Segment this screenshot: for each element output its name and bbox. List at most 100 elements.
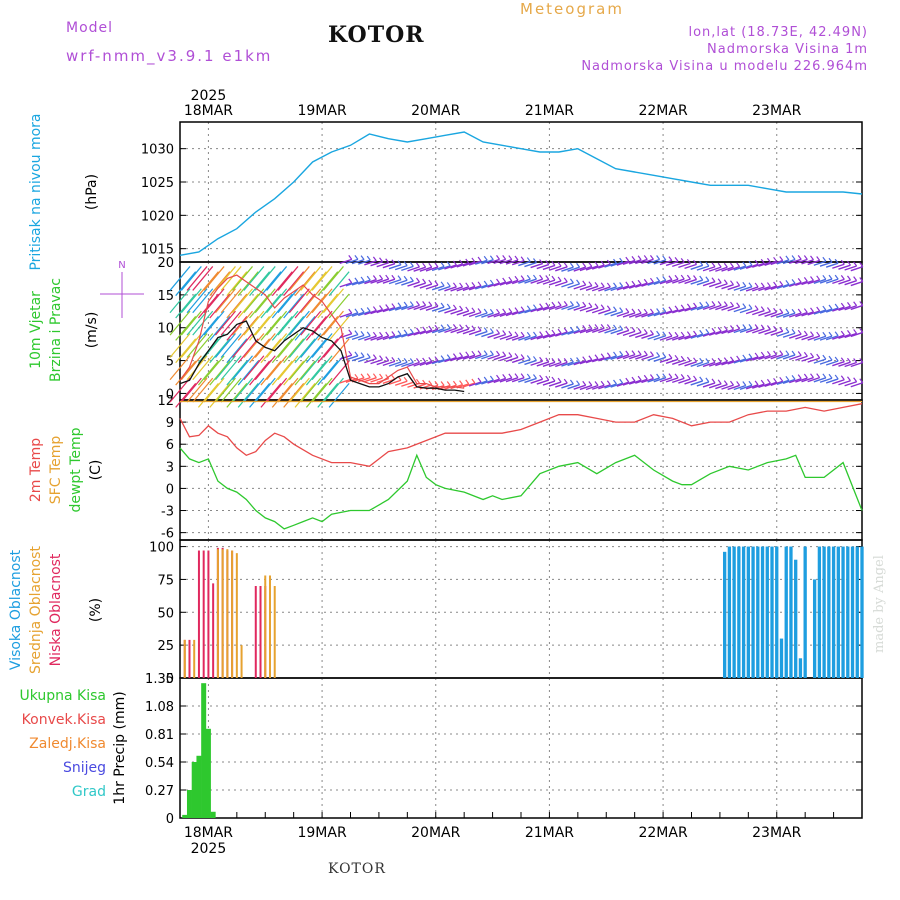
wind-arrow xyxy=(487,312,500,318)
wind-arrow xyxy=(419,283,433,289)
wind-arrow xyxy=(678,360,691,366)
wind-arrow xyxy=(539,374,544,380)
wind-arrow xyxy=(360,331,365,336)
model-name: wrf-nmm_v3.9.1 e1km xyxy=(66,47,273,65)
wind-arrow xyxy=(569,262,574,268)
panel-frame xyxy=(179,677,863,819)
wind-arrow xyxy=(551,275,556,281)
wind-arrow xyxy=(305,293,327,319)
wind-arrow xyxy=(456,310,469,316)
wind-arrow xyxy=(260,360,282,386)
wind-arrow xyxy=(684,361,697,367)
wind-arrow xyxy=(832,306,845,312)
wind-gust-line xyxy=(179,274,465,389)
wind-arrow xyxy=(665,278,679,284)
wind-arrow xyxy=(828,304,833,310)
wind-arrow xyxy=(351,258,365,265)
wind-arrow xyxy=(434,262,439,268)
wind-arrow xyxy=(616,311,630,318)
wind-arrow xyxy=(662,307,667,313)
wind-arrow xyxy=(834,356,839,362)
wind-arrow xyxy=(699,260,704,266)
wind-arrow xyxy=(557,377,562,383)
wind-arrow xyxy=(548,332,562,338)
wind-arrow xyxy=(462,354,476,360)
wind-arrow xyxy=(807,357,820,363)
wind-arrow xyxy=(653,377,666,383)
wind-arrow xyxy=(403,301,408,307)
y-tick-label: 1.08 xyxy=(145,700,174,715)
wind-arrow xyxy=(446,282,451,287)
wind-arrow xyxy=(668,275,673,281)
wind-arrow xyxy=(569,379,574,385)
wind-arrow xyxy=(526,355,531,360)
wind-arrow xyxy=(557,358,562,363)
wind-arrow xyxy=(665,358,679,364)
wind-arrow xyxy=(551,376,556,382)
wind-arrow xyxy=(834,374,839,380)
wind-arrow xyxy=(859,328,864,333)
wind-arrow xyxy=(385,258,390,264)
wind-arrow xyxy=(300,333,322,358)
wind-arrow xyxy=(376,307,389,314)
wind-arrow xyxy=(388,264,402,270)
wind-arrow xyxy=(483,280,488,286)
wind-arrow xyxy=(379,331,384,337)
wind-arrow xyxy=(567,283,580,289)
day-label-bottom: 18MAR xyxy=(184,825,233,841)
wind-arrow xyxy=(850,331,864,338)
wind-arrow xyxy=(832,361,845,367)
wind-arrow xyxy=(180,355,202,381)
wind-arrow xyxy=(662,331,667,337)
wind-arrow xyxy=(693,330,698,336)
y-tick-label: 0 xyxy=(166,387,174,402)
y-tick-label: 9 xyxy=(166,416,174,431)
wind-arrow xyxy=(403,358,408,363)
wind-arrow xyxy=(370,261,383,267)
wind-arrow xyxy=(803,330,808,336)
wind-arrow xyxy=(288,310,310,336)
cloud-bar xyxy=(775,546,779,678)
wind-arrow xyxy=(524,377,537,384)
wind-arrow xyxy=(782,258,796,265)
wind-arrow xyxy=(518,377,531,383)
wind-arrow xyxy=(311,377,333,403)
wind-arrow xyxy=(649,374,654,379)
wind-arrow xyxy=(616,381,630,387)
cloud-bar xyxy=(803,546,807,678)
wind-arrow xyxy=(693,375,698,381)
wind-arrow xyxy=(444,356,457,363)
wind-arrow xyxy=(487,282,500,288)
wind-arrow xyxy=(203,266,225,291)
wind-arrow xyxy=(422,357,427,363)
wind-arrow xyxy=(483,255,488,261)
wind-arrow xyxy=(249,271,271,297)
footer-station: KOTOR xyxy=(328,861,386,877)
wind-arrow xyxy=(555,382,568,388)
wind-arrow xyxy=(730,356,734,362)
pressure-line xyxy=(179,131,863,256)
wind-arrow xyxy=(379,257,384,263)
wind-arrow xyxy=(254,355,276,381)
cloud-axis-label-high: Visoka Oblacnost xyxy=(8,549,24,670)
day-label-top: 21MAR xyxy=(525,103,574,119)
wind-arrow xyxy=(545,302,550,308)
cloud-bar xyxy=(212,583,215,678)
wind-arrow xyxy=(186,266,208,291)
wind-arrow xyxy=(641,354,654,361)
wind-arrow xyxy=(376,262,389,268)
wind-arrow xyxy=(606,305,611,311)
wind-arrow xyxy=(752,328,765,334)
wind-arrow xyxy=(576,357,581,362)
wind-arrow xyxy=(496,255,501,260)
wind-arrow xyxy=(662,373,667,379)
wind-arrow xyxy=(579,285,593,291)
wind-arrow xyxy=(260,383,282,408)
wind-arrow xyxy=(647,280,660,286)
wind-arrow xyxy=(825,335,839,341)
wind-arrow xyxy=(551,261,556,266)
wind-arrow xyxy=(715,383,728,390)
panel-frame xyxy=(179,399,863,541)
wind-arrow xyxy=(748,353,753,359)
wind-arrow xyxy=(576,380,581,386)
